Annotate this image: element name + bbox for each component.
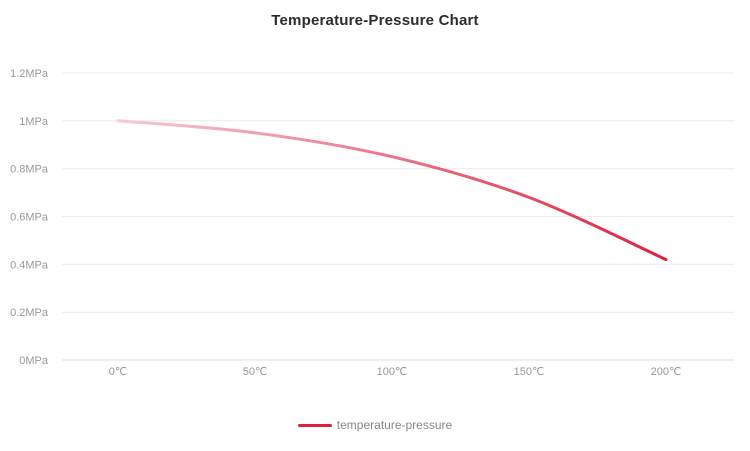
y-axis-tick-label: 0MPa bbox=[19, 355, 49, 367]
y-axis-tick-label: 0.8MPa bbox=[10, 164, 49, 176]
x-axis-tick-label: 0℃ bbox=[109, 366, 127, 378]
chart-title: Temperature-Pressure Chart bbox=[271, 12, 479, 29]
plot-area: 0MPa 0.2MPa 0.4MPa 0.6MPa 0.8MPa 1MPa 1.2MPa 0℃… bbox=[10, 68, 734, 378]
y-axis-tick-label: 0.4MPa bbox=[10, 259, 49, 271]
y-axis-tick-label: 0.2MPa bbox=[10, 307, 49, 319]
series-line bbox=[116, 119, 668, 262]
x-axis-tick-label: 200℃ bbox=[651, 366, 682, 378]
y-axis-tick-label: 1.2MPa bbox=[10, 68, 49, 80]
legend: temperature-pressure bbox=[0, 418, 750, 432]
x-axis-tick-label: 50℃ bbox=[243, 366, 268, 378]
legend-line-marker bbox=[297, 423, 332, 427]
legend-item-temperature-pressure[interactable]: temperature-pressure bbox=[297, 418, 453, 432]
x-axis-tick-label: 100℃ bbox=[377, 366, 408, 378]
y-axis-tick-label: 0.6MPa bbox=[10, 212, 49, 224]
y-axis-tick-label: 1MPa bbox=[19, 116, 49, 128]
x-axis-tick-label: 150℃ bbox=[514, 366, 545, 378]
legend-label: temperature-pressure bbox=[336, 418, 453, 432]
